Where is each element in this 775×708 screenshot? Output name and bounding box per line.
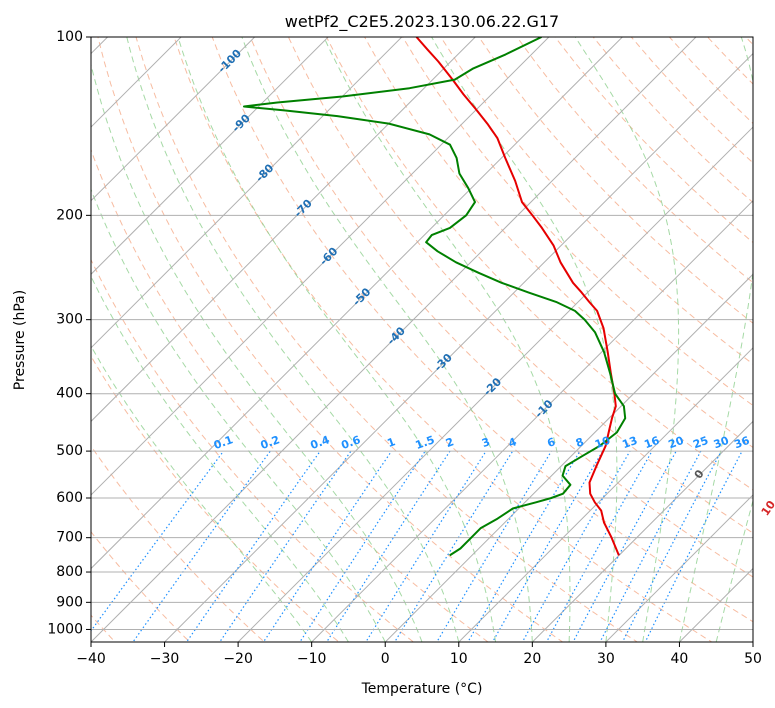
x-tick-label: 50: [744, 651, 762, 667]
moist-adiabat: [126, 37, 460, 642]
line-labels: -100-90-80-70-60-50-40-30-20-100.1 0.2 0.4…: [212, 47, 775, 519]
isotherm-line: [91, 37, 624, 570]
isotherm-line: [384, 273, 753, 642]
y-tick-label: 200: [56, 207, 83, 223]
mixing-ratio-label: 0.4: [309, 433, 332, 452]
mixing-ratio-label: 1.5: [414, 433, 437, 452]
mixing-ratio-label: 6: [546, 435, 558, 450]
isotherm-line: [91, 37, 329, 275]
y-tick-label: 800: [56, 564, 83, 580]
y-axis-title: Pressure (hPa): [12, 290, 28, 390]
moist-adiabat: [678, 37, 753, 642]
isotherm-line: [91, 37, 403, 349]
isotherm-line: [91, 37, 256, 202]
x-tick-label: −20: [223, 651, 253, 667]
mixing-ratio-label: 0.1: [212, 433, 235, 452]
x-tick-label: −40: [76, 651, 106, 667]
mixing-ratio-label: 13: [620, 434, 639, 451]
x-tick-label: 10: [450, 651, 468, 667]
plot-area: -100-90-80-70-60-50-40-30-20-100.1 0.2 0.4…: [90, 36, 775, 643]
plot-frame: [90, 36, 754, 643]
moist-adiabat: [715, 498, 753, 642]
mixing-ratio-label: 0.6: [339, 433, 362, 452]
isotherm-line: [458, 347, 753, 642]
y-tick-label: 400: [56, 386, 83, 402]
x-axis: −40 −30 −20 −10 0 10 20 30 40 50: [76, 642, 762, 667]
dry-adiabat: [364, 37, 753, 449]
x-tick-label: 40: [671, 651, 689, 667]
moist-adiabat: [91, 188, 386, 642]
x-tick-label: 30: [597, 651, 615, 667]
isotherm-line: [310, 199, 753, 642]
x-tick-label: −30: [150, 651, 180, 667]
x-axis-title: Temperature (°C): [361, 681, 483, 697]
moist-adiabat: [323, 37, 571, 642]
y-tick-label: 600: [56, 490, 83, 506]
mixing-ratio-label: 0.2: [259, 433, 282, 452]
mixing-ratio-label: 20: [667, 434, 686, 452]
y-tick-label: 1000: [47, 621, 83, 637]
dry-adiabat: [478, 37, 753, 324]
dry-adiabat: [440, 37, 753, 365]
mixing-ratio-label: 8: [574, 435, 586, 450]
mixing-ratio-label: 4: [507, 435, 519, 450]
y-axis: 100 200 300 400 500 600 700 800 900 1000: [47, 29, 91, 637]
dry-adiabat: [402, 37, 753, 407]
dry-adiabat: [326, 37, 753, 491]
y-tick-label: 100: [56, 29, 83, 45]
mixing-ratio-label: 3: [480, 435, 492, 450]
isotherm-line: [91, 37, 477, 423]
mixing-ratio-label: 16: [642, 434, 661, 452]
x-tick-label: 20: [523, 651, 541, 667]
isotherm-line: [91, 37, 550, 496]
isotherm-line: [531, 420, 753, 642]
moist-adiabat: [177, 37, 497, 642]
mixing-ratio-label: 1: [386, 435, 398, 450]
mixing-ratio-label: 25: [691, 434, 710, 451]
mixing-ratio-label: 2: [444, 435, 456, 450]
chart-title: wetPf2_C2E5.2023.130.06.22.G17: [285, 12, 559, 32]
sounding-profiles: [243, 37, 627, 557]
moist-adiabat: [91, 62, 423, 642]
isotherm-line: [605, 494, 753, 642]
y-tick-label: 300: [56, 312, 83, 328]
y-tick-label: 900: [56, 594, 83, 610]
x-tick-label: −10: [297, 651, 327, 667]
y-tick-label: 700: [56, 530, 83, 546]
moist-adiabat: [91, 275, 349, 642]
temperature-line: [415, 37, 620, 556]
moist-adiabat: [241, 37, 533, 642]
moist-adiabat: [574, 37, 680, 642]
mixing-ratio-label: 36: [733, 434, 752, 452]
mixing-ratio-label: 10: [593, 434, 612, 452]
moist-adiabat: [431, 37, 618, 642]
dewpoint-line: [243, 37, 627, 557]
plot-background: [91, 37, 753, 642]
dry-adiabat-label: 10: [759, 498, 775, 518]
isotherm-line: [163, 52, 753, 642]
pressure-grid: [91, 37, 753, 630]
isotherm-line: [91, 37, 697, 642]
y-tick-label: 500: [56, 443, 83, 459]
x-tick-label: 0: [381, 651, 390, 667]
mixing-ratio-label: 30: [712, 434, 731, 452]
isotherm-line: [237, 126, 753, 642]
